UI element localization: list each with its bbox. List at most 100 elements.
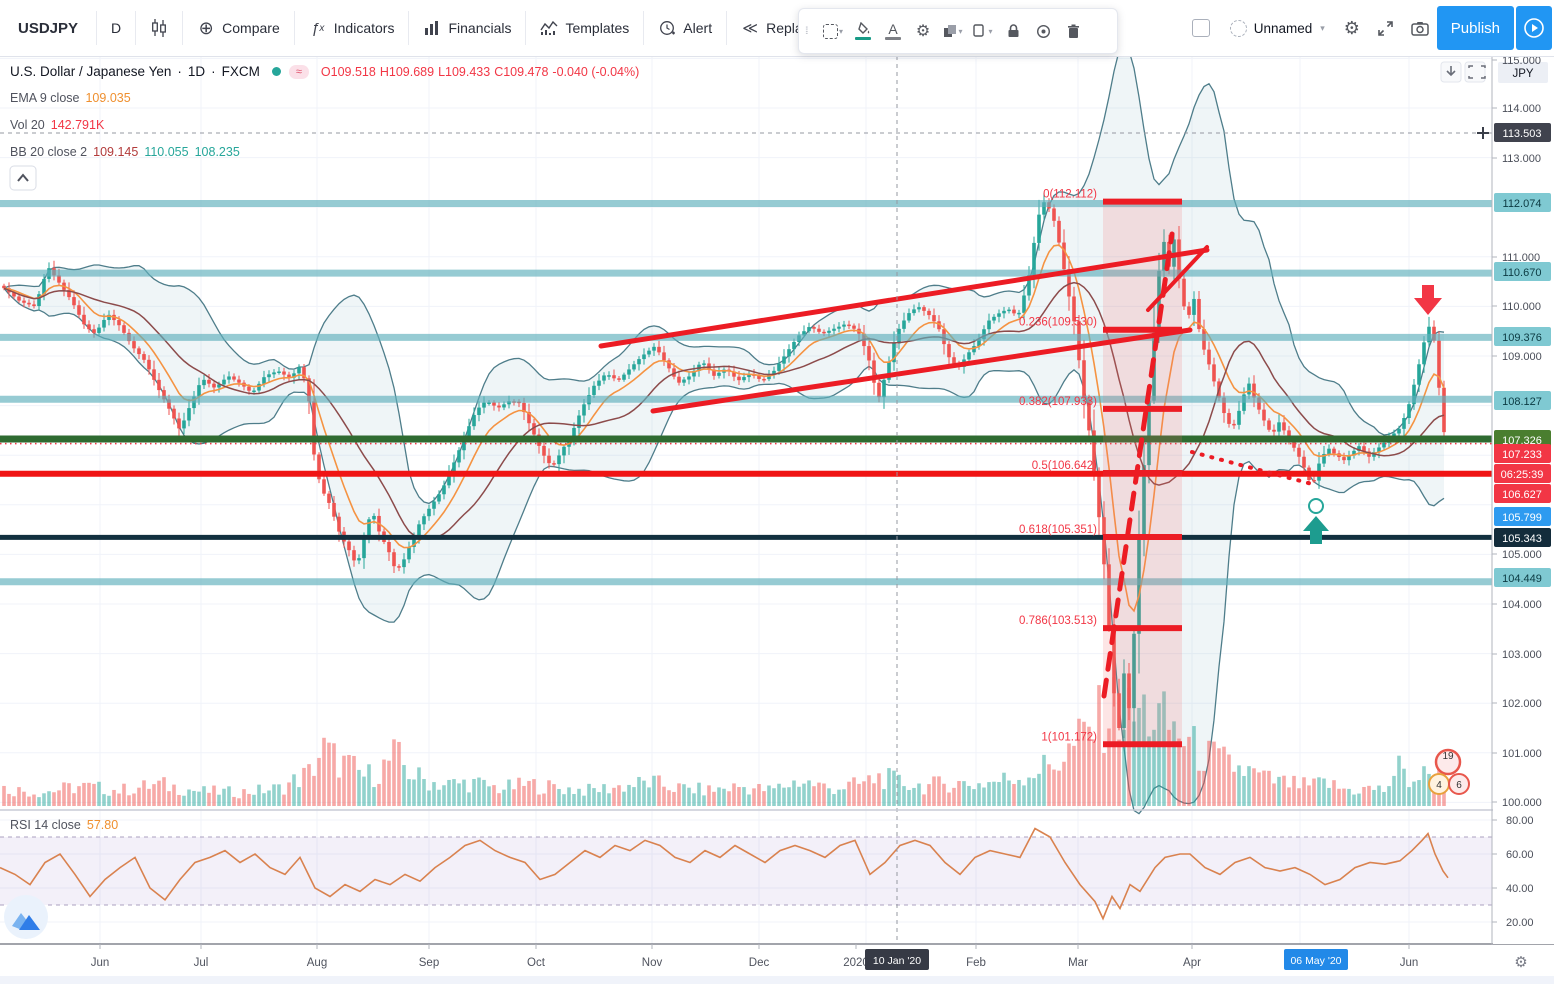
settings-gear-button[interactable]: ⚙ xyxy=(915,23,931,40)
price-tick-label: 105.000 xyxy=(1502,549,1542,561)
grid xyxy=(0,56,1492,944)
publish-button[interactable]: Publish xyxy=(1436,6,1514,50)
time-tick-label: Oct xyxy=(527,957,546,969)
time-tick-label: 2020 xyxy=(843,957,869,969)
time-axis[interactable]: Jun Jul Aug Sep Oct Nov Dec 2020 Feb Mar Apr Jun 10 … xyxy=(0,944,1554,984)
volume-legend[interactable]: Vol 20 142.791K xyxy=(10,118,105,132)
compare-icon: ⊕ xyxy=(198,17,214,38)
rsi-legend[interactable]: RSI 14 close 57.80 xyxy=(10,818,119,832)
currency-badge xyxy=(1498,62,1548,83)
symbol-legend[interactable]: U.S. Dollar / Japanese Yen · 1D · FXCM ≈… xyxy=(10,64,643,79)
snapshot-camera-button[interactable] xyxy=(1403,11,1437,45)
rsi-pane xyxy=(0,827,1492,921)
time-tick-label: Aug xyxy=(307,957,327,969)
publish-play-button[interactable] xyxy=(1516,6,1552,50)
bollinger-fill xyxy=(4,56,1444,814)
long-entry-circle xyxy=(1308,498,1324,514)
time-badge xyxy=(1284,949,1348,970)
price-tick-label: 115.000 xyxy=(1502,56,1541,67)
dot-sep: · xyxy=(177,64,182,79)
time-tick-label: Jul xyxy=(194,957,209,969)
chart-markers xyxy=(1303,285,1442,544)
ema-legend[interactable]: EMA 9 close 109.035 xyxy=(10,91,131,105)
svg-text:06:25:39: 06:25:39 xyxy=(1501,469,1544,481)
svg-text:06 May '20: 06 May '20 xyxy=(1290,955,1341,967)
pane-buttons[interactable] xyxy=(9,61,1486,191)
delete-button[interactable] xyxy=(1059,15,1087,47)
volume-series xyxy=(2,677,1446,806)
layout-menu[interactable]: Unnamed ▾ xyxy=(1220,19,1335,37)
templates-button[interactable]: Templates xyxy=(526,9,643,47)
alert-button[interactable]: Alert xyxy=(644,9,726,47)
time-tick-label: Apr xyxy=(1183,957,1201,969)
bollinger-legend[interactable]: BB 20 close 2 109.145 110.055 108.235 xyxy=(10,145,240,159)
chart-properties-button[interactable]: ⚙ xyxy=(1343,17,1360,38)
price-badge xyxy=(1494,444,1551,463)
svg-text:105.343: 105.343 xyxy=(1502,533,1542,545)
fib-label: 1(101.172) xyxy=(1041,731,1097,743)
svg-text:106.627: 106.627 xyxy=(1502,489,1542,501)
price-tick-label: 111.000 xyxy=(1502,252,1540,264)
time-tick-label: Mar xyxy=(1068,957,1088,969)
fib-label: 0.382(107.933) xyxy=(1019,396,1097,408)
svg-text:112.074: 112.074 xyxy=(1503,198,1542,210)
tradingview-logo xyxy=(4,895,48,939)
svg-text:110.670: 110.670 xyxy=(1503,267,1542,279)
svg-text:JPY: JPY xyxy=(1512,68,1533,80)
price-badge xyxy=(1494,568,1551,587)
svg-text:109.376: 109.376 xyxy=(1502,332,1542,344)
svg-text:113.503: 113.503 xyxy=(1503,128,1542,140)
svg-text:10 Jan '20: 10 Jan '20 xyxy=(873,955,921,967)
price-tick-label: 100.000 xyxy=(1502,797,1542,809)
ohlc-values: O109.518 H109.689 L109.433 C109.478 -0.040 (… xyxy=(320,65,640,79)
price-tick-label: 109.000 xyxy=(1502,351,1542,363)
financials-button[interactable]: Financials xyxy=(409,9,525,47)
separator xyxy=(135,11,137,45)
fib-label: 0.618(105.351) xyxy=(1019,524,1097,536)
multi-select-checkbox[interactable] xyxy=(1191,19,1210,37)
templates-icon xyxy=(540,19,558,37)
fill-color-button[interactable] xyxy=(849,15,877,47)
drag-handle[interactable]: ⁞⁞ xyxy=(805,25,809,37)
legend-interval: 1D xyxy=(187,64,206,79)
text-color-button[interactable]: A xyxy=(879,15,907,47)
price-badge xyxy=(1494,123,1551,142)
long-entry-arrow-icon xyxy=(1303,516,1329,544)
order-layers-button[interactable]: ▾ xyxy=(939,15,967,47)
price-tick-label: 101.000 xyxy=(1502,748,1542,760)
lock-button[interactable] xyxy=(999,15,1027,47)
time-tick-label: Sep xyxy=(419,957,439,969)
chart-canvas[interactable]: 0(112.112) 0.236(109.530) 0.382(107.933) 0.… xyxy=(0,56,1554,984)
rsi-line xyxy=(0,827,1449,921)
price-tick-label: 113.000 xyxy=(1502,153,1541,165)
style-template-button[interactable]: ▾ xyxy=(819,15,847,47)
fib-retracement: 0(112.112) 0.236(109.530) 0.382(107.933) 0.… xyxy=(1019,189,1182,748)
visibility-button[interactable] xyxy=(1029,15,1057,47)
clone-button[interactable]: ▾ xyxy=(969,15,997,47)
compare-button[interactable]: ⊕ Compare xyxy=(198,17,280,38)
time-tick-label: Jun xyxy=(91,957,110,969)
fullscreen-button[interactable] xyxy=(1369,11,1403,45)
price-badge xyxy=(1494,507,1551,526)
price-badge xyxy=(1494,391,1551,410)
svg-text:19: 19 xyxy=(1442,751,1454,762)
chart-style-button[interactable] xyxy=(136,9,182,47)
price-tick-label: 102.000 xyxy=(1502,698,1542,710)
time-tick-label: Dec xyxy=(749,957,770,969)
symbol-button[interactable]: USDJPY xyxy=(18,19,79,37)
price-badge xyxy=(1494,193,1551,212)
svg-text:6: 6 xyxy=(1456,780,1462,791)
interval-button[interactable]: D xyxy=(111,20,122,36)
collapse-pane-icon xyxy=(17,173,29,182)
fib-label: 0.5(106.642) xyxy=(1032,460,1097,472)
separator xyxy=(525,11,527,45)
legend-exchange: FXCM xyxy=(221,64,260,79)
svg-text:108.127: 108.127 xyxy=(1502,396,1542,408)
time-axis-settings-gear-icon[interactable]: ⚙ xyxy=(1514,954,1527,971)
rsi-tick-label: 60.00 xyxy=(1506,849,1534,861)
price-badge xyxy=(1494,327,1551,346)
